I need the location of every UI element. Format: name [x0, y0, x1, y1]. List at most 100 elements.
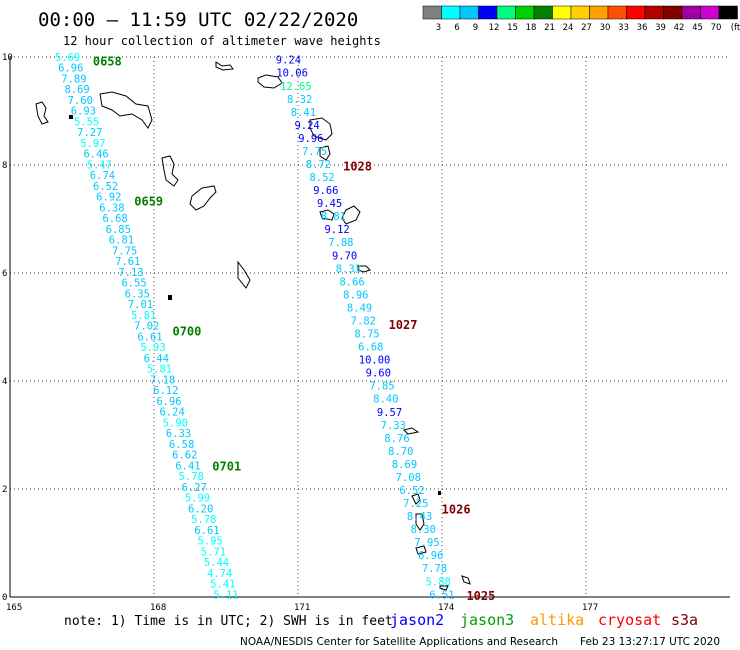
credit-line: NOAA/NESDIS Center for Satellite Applica…	[240, 636, 558, 648]
left-track-value: 6.35	[125, 288, 150, 300]
left-track-value: 7.75	[112, 245, 137, 257]
legend-swatch	[422, 5, 442, 20]
map-grid: 165 168 171 174 177 0 2 4 6 8 10	[2, 53, 730, 613]
island	[357, 265, 371, 273]
right-track-value: 8.76	[384, 433, 409, 445]
left-track-value: 6.24	[159, 407, 184, 419]
right-track-value: 8.70	[388, 446, 413, 458]
legend-label: 24	[563, 23, 574, 33]
island	[309, 117, 333, 141]
left-track-value: 5.99	[185, 493, 210, 505]
left-track-value: 5.78	[179, 471, 204, 483]
right-track-value: 12.65	[280, 81, 312, 93]
right-track-value: 8.30	[411, 524, 436, 536]
island	[415, 545, 427, 555]
legend-swatch	[700, 5, 720, 20]
left-track-value: 5.55	[74, 116, 99, 128]
right-track-value: 8.33	[336, 263, 361, 275]
y-tick-label: 10	[2, 53, 13, 63]
pass-time-label: 1025	[466, 589, 495, 603]
right-track-value: 6.51	[429, 589, 454, 601]
left-track-value: 6.27	[182, 482, 207, 494]
legend-swatch	[607, 5, 627, 20]
left-track-value: 6.33	[166, 428, 191, 440]
y-tick-label: 0	[2, 593, 7, 603]
left-track-value: 5.44	[204, 557, 229, 569]
pass-time-label: 0701	[212, 459, 241, 473]
left-track-value: 7.13	[118, 267, 143, 279]
right-track-value: 9.24	[294, 120, 319, 132]
right-track-value: 7.82	[351, 315, 376, 327]
right-track-value: 7.78	[422, 563, 447, 575]
right-track-value: 9.12	[324, 224, 349, 236]
right-track-value: 10.06	[276, 68, 308, 80]
left-track-value: 8.69	[64, 84, 89, 96]
legend-label: 70	[711, 23, 722, 33]
left-track-value: 7.60	[68, 95, 93, 107]
y-tick-label: 2	[2, 485, 7, 495]
island	[415, 513, 425, 531]
left-track-value: 6.93	[71, 106, 96, 118]
left-track-value: 7.89	[61, 73, 86, 85]
right-track-value: 8.96	[343, 289, 368, 301]
left-track-value: 5.97	[80, 138, 105, 150]
altimeter-tracks: 5.696.967.898.697.606.935.557.275.976.46…	[55, 52, 455, 601]
island	[439, 585, 449, 591]
left-track-value: 5.47	[87, 159, 112, 171]
legend-label: 6	[454, 23, 459, 33]
satellite-s3a: s3a	[671, 611, 698, 629]
legend-swatch	[626, 5, 646, 20]
island	[35, 101, 49, 125]
legend-swatch	[644, 5, 664, 20]
left-track-value: 6.96	[58, 63, 83, 75]
left-track-value: 7.27	[77, 127, 102, 139]
right-track-value: 8.69	[392, 459, 417, 471]
left-track-value: 6.46	[83, 149, 108, 161]
legend-label: 15	[507, 23, 518, 33]
right-track-value: 7.08	[396, 472, 421, 484]
island	[319, 209, 335, 221]
pass-time-label: 1028	[343, 160, 372, 174]
x-tick-label: 168	[150, 603, 166, 613]
right-track-value: 8.41	[291, 107, 316, 119]
island-dot	[69, 115, 73, 119]
pass-time-label: 1027	[389, 318, 418, 332]
island	[215, 61, 234, 71]
legend-label: 12	[489, 23, 500, 33]
right-track-value: 8.81	[321, 211, 346, 223]
right-track-value: 7.88	[328, 237, 353, 249]
footer-note: note: 1) Time is in UTC; 2) SWH is in fe…	[64, 614, 393, 629]
right-track-value: 9.57	[377, 407, 402, 419]
island-dot	[168, 295, 172, 300]
left-track-value: 6.92	[96, 192, 121, 204]
satellite-legend: jason2 jason3 altika cryosat s3a	[390, 611, 698, 629]
pass-time-label: 0659	[134, 195, 163, 209]
y-tick-label: 8	[2, 161, 7, 171]
left-track-value: 6.61	[194, 525, 219, 537]
left-track-value: 6.20	[188, 503, 213, 515]
satellite-jason2: jason2	[390, 611, 444, 629]
left-track-value: 7.61	[115, 256, 140, 268]
left-track-value: 6.52	[93, 181, 118, 193]
right-track-value: 6.68	[358, 342, 383, 354]
left-track-value: 6.12	[153, 385, 178, 397]
left-track-value: 6.81	[109, 235, 134, 247]
right-track-value: 9.60	[366, 368, 391, 380]
left-track-value: 4.74	[207, 568, 232, 580]
legend-swatch	[533, 5, 553, 20]
left-track-value: 5.41	[210, 579, 235, 591]
island	[341, 205, 361, 225]
legend-label: 45	[692, 23, 703, 33]
island	[403, 427, 420, 435]
left-track-value: 6.74	[90, 170, 115, 182]
right-track-value: 9.66	[313, 185, 338, 197]
island	[99, 91, 153, 129]
pass-time-label: 0658	[93, 54, 122, 68]
right-track-value: 8.72	[306, 159, 331, 171]
legend-swatch	[496, 5, 516, 20]
legend-swatch	[570, 5, 590, 20]
left-track-value: 5.11	[213, 589, 238, 601]
y-tick-label: 4	[2, 377, 7, 387]
